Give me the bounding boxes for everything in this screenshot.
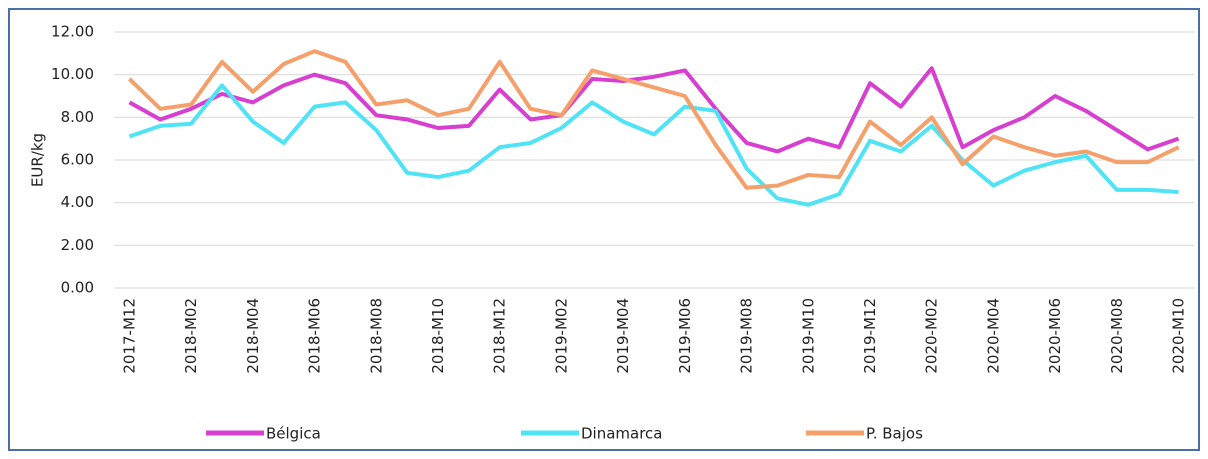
y-tick-label: 4.00 — [61, 193, 94, 211]
series-line — [128, 66, 1180, 154]
x-tick-label: 2019-M06 — [676, 298, 694, 374]
x-tick-label: 2018-M10 — [429, 298, 447, 374]
x-tick-label: 2018-M06 — [306, 298, 324, 374]
x-tick-label: 2019-M12 — [861, 298, 879, 374]
x-tick-label: 2018-M08 — [367, 298, 385, 374]
legend-label: Dinamarca — [581, 425, 663, 443]
legend-label: Bélgica — [266, 425, 321, 443]
x-tick-label: 2017-M12 — [120, 298, 138, 374]
y-tick-label: 0.00 — [61, 279, 94, 297]
x-tick-label: 2020-M10 — [1170, 298, 1188, 374]
x-tick-label: 2019-M10 — [799, 298, 817, 374]
y-axis-label: EUR/kg — [29, 133, 47, 187]
x-tick-label: 2018-M02 — [182, 298, 200, 374]
x-tick-label: 2019-M08 — [738, 298, 756, 374]
legend-label: P. Bajos — [866, 425, 923, 443]
x-tick-label: 2019-M04 — [614, 298, 632, 374]
y-tick-label: 10.00 — [51, 65, 94, 83]
x-tick-label: 2020-M02 — [923, 298, 941, 374]
series-line — [128, 49, 1180, 190]
x-tick-label: 2019-M02 — [552, 298, 570, 374]
x-tick-label: 2020-M08 — [1108, 298, 1126, 374]
x-tick-label: 2018-M04 — [244, 298, 262, 374]
y-tick-label: 2.00 — [61, 236, 94, 254]
x-tick-label: 2020-M06 — [1046, 298, 1064, 374]
series-line — [128, 83, 1179, 207]
y-tick-label: 8.00 — [61, 108, 94, 126]
y-tick-label: 12.00 — [51, 23, 94, 41]
x-tick-label: 2018-M12 — [491, 298, 509, 374]
y-tick-label: 6.00 — [61, 151, 94, 169]
x-tick-label: 2020-M04 — [984, 298, 1002, 374]
